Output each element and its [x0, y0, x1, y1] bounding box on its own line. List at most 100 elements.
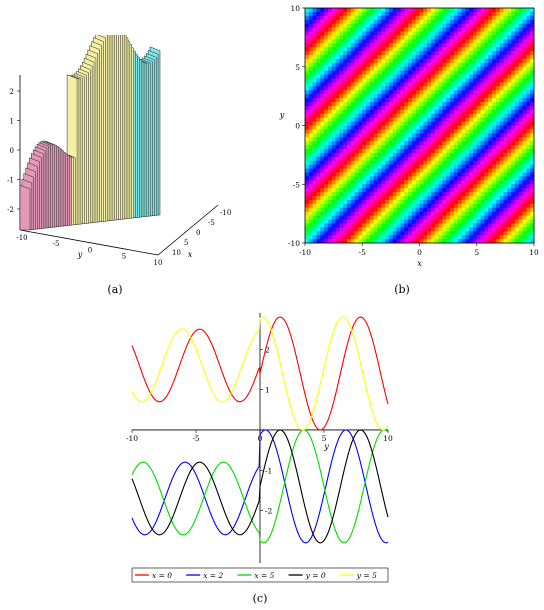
heatmap-cell: [507, 176, 512, 181]
heatmap-cell: [526, 192, 531, 197]
heatmap-cell: [457, 66, 462, 72]
heatmap-cell: [526, 156, 531, 162]
heatmap-cell: [404, 231, 409, 236]
heatmap-cell: [495, 149, 501, 154]
heatmap-cell: [316, 15, 321, 21]
heatmap-cell: [457, 86, 462, 91]
heatmap-cell: [453, 141, 459, 146]
heatmap-cell: [438, 137, 443, 142]
surface-strip: [19, 184, 31, 231]
heatmap-cell: [411, 176, 417, 181]
heatmap-cell: [465, 129, 470, 134]
heatmap-cell: [511, 125, 516, 130]
heatmap-cell: [339, 231, 344, 236]
heatmap-cell: [492, 180, 497, 185]
heatmap-cell: [450, 239, 455, 244]
heatmap-cell: [411, 66, 417, 72]
heatmap-cell: [488, 156, 493, 162]
heatmap-cell: [423, 55, 428, 60]
heatmap-cell: [503, 19, 508, 25]
heatmap-cell: [408, 47, 413, 52]
heatmap-cell: [381, 23, 386, 28]
heatmap-cell: [469, 117, 474, 122]
heatmap-cell: [339, 11, 344, 17]
heatmap-cell: [476, 184, 481, 189]
heatmap-cell: [362, 113, 367, 119]
heatmap-cell: [358, 168, 363, 173]
heatmap-cell: [465, 180, 470, 185]
heatmap-cell: [396, 172, 401, 177]
heatmap-cell: [308, 235, 314, 240]
heatmap-cell: [495, 219, 501, 224]
heatmap-cell: [461, 78, 466, 83]
heatmap-cell: [522, 82, 527, 87]
heatmap-cell: [415, 31, 420, 36]
heatmap-cell: [492, 31, 497, 36]
heatmap-cell: [430, 78, 436, 83]
heatmap-cell: [312, 164, 317, 169]
heatmap-cell: [346, 82, 352, 87]
heatmap-cell: [362, 51, 367, 56]
heatmap-cell: [362, 235, 367, 240]
heatmap-cell: [392, 227, 397, 232]
heatmap-cell: [446, 51, 451, 56]
heatmap-cell: [335, 215, 340, 220]
heatmap-cell: [472, 188, 478, 193]
heatmap-cell: [442, 70, 447, 75]
heatmap-cell: [362, 145, 367, 150]
heatmap-cell: [476, 149, 481, 154]
heatmap-cell: [492, 125, 497, 130]
heatmap-cell: [408, 215, 413, 220]
heatmap-cell: [472, 109, 478, 115]
heatmap-cell: [369, 235, 375, 240]
heatmap-cell: [404, 58, 409, 64]
heatmap-cell: [530, 82, 535, 87]
heatmap-cell: [373, 23, 378, 28]
heatmap-cell: [423, 62, 428, 68]
heatmap-cell: [362, 188, 367, 193]
heatmap-cell: [324, 121, 329, 126]
z-tick-label: -1: [7, 177, 14, 185]
heatmap-cell: [335, 19, 340, 25]
heatmap-cell: [354, 113, 359, 119]
heatmap-cell: [461, 156, 466, 162]
heatmap-cell: [495, 231, 501, 236]
heatmap-cell: [484, 74, 489, 79]
heatmap-cell: [495, 137, 501, 142]
heatmap-cell: [350, 35, 356, 40]
heatmap-cell: [430, 74, 436, 79]
heatmap-cell: [346, 133, 352, 138]
heatmap-cell: [427, 102, 432, 107]
heatmap-cell: [381, 125, 386, 130]
heatmap-cell: [461, 160, 466, 166]
heatmap-cell: [427, 109, 432, 115]
heatmap-cell: [316, 82, 321, 87]
heatmap-cell: [316, 74, 321, 79]
heatmap-cell: [507, 98, 512, 103]
heatmap-cell: [358, 51, 363, 56]
heatmap-cell: [492, 8, 497, 13]
heatmap-cell: [465, 98, 470, 103]
heatmap-cell: [530, 113, 535, 119]
heatmap-cell: [404, 117, 409, 122]
heatmap-cell: [408, 15, 413, 21]
heatmap-cell: [507, 203, 512, 209]
heatmap-cell: [335, 137, 340, 142]
heatmap-cell: [492, 129, 497, 134]
heatmap-cell: [446, 78, 451, 83]
heatmap-cell: [331, 203, 336, 209]
heatmap-cell: [472, 129, 478, 134]
heatmap-cell: [411, 207, 417, 213]
heatmap-cell: [320, 62, 325, 68]
heatmap-cell: [415, 168, 420, 173]
heatmap-cell: [514, 8, 520, 13]
heatmap-cell: [457, 11, 462, 17]
heatmap-cell: [400, 31, 405, 36]
heatmap-cell: [488, 86, 493, 91]
heatmap-cell: [350, 117, 356, 122]
heatmap-cell: [469, 70, 474, 75]
heatmap-cell: [511, 35, 516, 40]
heatmap-cell: [339, 98, 344, 103]
heatmap-cell: [499, 117, 504, 122]
heatmap-cell: [324, 125, 329, 130]
